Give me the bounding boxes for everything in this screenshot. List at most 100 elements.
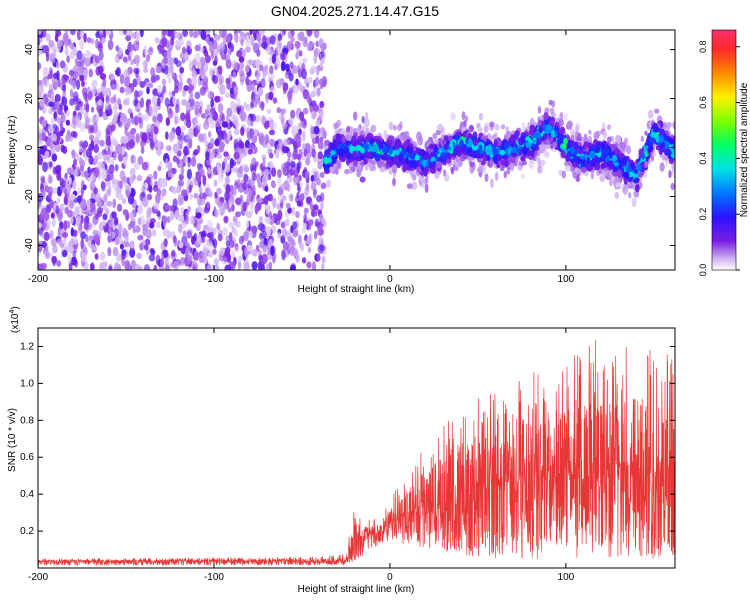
- noise-blob: [302, 107, 309, 115]
- noise-blob: [271, 167, 277, 178]
- noise-blob: [259, 64, 264, 72]
- noise-blob: [187, 266, 191, 270]
- noise-blob: [169, 65, 174, 74]
- noise-blob: [290, 30, 295, 36]
- noise-blob: [243, 173, 249, 183]
- signal-halo: [537, 105, 542, 114]
- noise-blob: [141, 60, 147, 68]
- noise-blob: [60, 144, 65, 153]
- noise-blob: [309, 68, 315, 75]
- noise-blob: [73, 64, 78, 73]
- noise-blob: [76, 50, 83, 61]
- noise-blob: [154, 120, 160, 128]
- signal-halo: [644, 130, 648, 136]
- noise-blob: [79, 30, 85, 39]
- noise-blob: [129, 51, 134, 57]
- noise-blob: [59, 203, 65, 212]
- noise-blob: [198, 192, 205, 200]
- signal-halo: [500, 124, 506, 130]
- noise-blob: [171, 90, 176, 97]
- noise-blob: [280, 183, 287, 190]
- noise-blob: [258, 254, 263, 262]
- noise-blob: [69, 215, 74, 225]
- noise-blob: [80, 231, 86, 240]
- noise-blob: [278, 139, 285, 147]
- noise-blob: [271, 72, 275, 79]
- noise-blob: [275, 149, 280, 159]
- noise-blob: [184, 157, 189, 164]
- noise-blob: [306, 30, 313, 37]
- noise-blob: [100, 261, 107, 270]
- noise-blob: [166, 216, 171, 223]
- noise-blob: [193, 129, 199, 137]
- noise-blob: [127, 30, 133, 37]
- noise-blob: [185, 101, 191, 111]
- noise-blob: [301, 257, 307, 264]
- noise-blob: [232, 186, 237, 196]
- noise-blob: [228, 232, 233, 242]
- noise-blob: [219, 84, 226, 95]
- noise-blob: [106, 200, 113, 207]
- noise-blob: [280, 108, 287, 114]
- noise-blob: [145, 219, 150, 229]
- noise-blob: [107, 228, 111, 235]
- noise-blob: [119, 243, 124, 250]
- noise-blob: [270, 245, 275, 256]
- noise-blob: [50, 92, 55, 101]
- noise-blob: [80, 187, 84, 196]
- noise-blob: [86, 51, 93, 58]
- noise-blob: [248, 143, 255, 151]
- noise-blob: [39, 264, 46, 270]
- noise-blob: [88, 155, 94, 165]
- signal-halo: [444, 174, 450, 182]
- noise-blob: [94, 246, 98, 253]
- noise-blob: [78, 145, 83, 152]
- noise-blob: [251, 184, 256, 194]
- noise-blob: [288, 87, 293, 94]
- noise-blob: [160, 59, 166, 69]
- noise-blob: [186, 230, 193, 239]
- noise-blob: [263, 169, 269, 177]
- noise-blob: [178, 214, 185, 222]
- noise-blob: [107, 39, 114, 51]
- noise-blob: [225, 184, 231, 195]
- signal-halo: [391, 164, 398, 174]
- noise-blob: [181, 189, 188, 197]
- noise-blob: [229, 100, 236, 110]
- signal-halo: [522, 121, 526, 132]
- noise-blob: [64, 30, 69, 34]
- noise-blob: [69, 79, 73, 86]
- noise-blob: [59, 102, 63, 110]
- noise-blob: [306, 261, 312, 269]
- noise-blob: [42, 66, 49, 78]
- noise-blob: [69, 88, 74, 98]
- noise-blob: [276, 107, 282, 114]
- noise-blob: [85, 57, 91, 66]
- noise-blob: [222, 34, 227, 45]
- signal-halo: [461, 111, 466, 121]
- noise-blob: [40, 232, 45, 239]
- signal-halo: [599, 174, 606, 182]
- noise-blob: [218, 77, 223, 86]
- noise-blob: [263, 122, 269, 130]
- noise-blob: [237, 30, 242, 34]
- signal-halo: [563, 112, 568, 122]
- noise-blob: [69, 42, 75, 50]
- noise-blob: [316, 253, 321, 261]
- noise-blob: [263, 237, 268, 247]
- noise-blob: [257, 180, 263, 189]
- noise-blob: [97, 200, 102, 208]
- noise-blob: [137, 204, 143, 215]
- noise-blob: [298, 148, 303, 157]
- noise-blob: [95, 66, 102, 76]
- noise-blob: [200, 46, 205, 53]
- noise-blob: [71, 149, 76, 159]
- noise-blob: [292, 148, 298, 160]
- noise-blob: [216, 187, 223, 195]
- noise-blob: [262, 72, 266, 80]
- noise-blob: [165, 264, 170, 270]
- noise-blob: [153, 126, 159, 135]
- noise-blob: [253, 99, 260, 105]
- noise-blob: [50, 238, 57, 247]
- noise-blob: [129, 220, 136, 229]
